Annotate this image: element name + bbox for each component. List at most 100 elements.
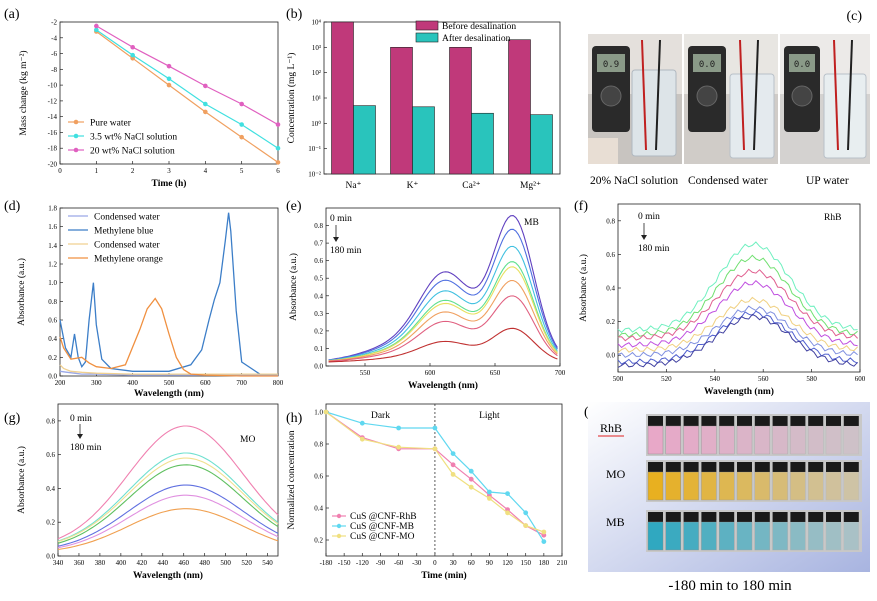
legend-marker	[336, 523, 342, 529]
mo-absorbance-chart: (g) Wavelength (nm) Absorbance (a.u.) 340 36…	[4, 403, 279, 581]
series-line-150-min	[328, 279, 558, 362]
mass-change-chart: (a) Time (h) Mass change (kg m⁻²) 0 1 2 3 4 5 6 -2…	[4, 7, 281, 189]
y-tick-label: 0.4	[606, 285, 615, 293]
vial-cap	[808, 462, 824, 472]
legend-entry: CuS @CNF-RhB	[350, 512, 417, 522]
panel-a: (a) Time (h) Mass change (kg m⁻²) 0 1 2 3 4 5 6 -2…	[0, 0, 290, 200]
data-point	[166, 76, 172, 82]
vial-liquid	[718, 521, 735, 551]
y-tick-label: 1.0	[48, 279, 57, 287]
legend-swatch	[415, 32, 439, 43]
data-point	[486, 496, 492, 501]
vial-liquid	[772, 471, 788, 501]
time-arrow-head	[333, 237, 339, 242]
legend-marker	[73, 147, 79, 153]
x-tick-label: 800	[273, 379, 284, 387]
series-line-0-min	[328, 215, 558, 361]
panel-label: (g)	[4, 411, 21, 426]
series-line-180-min	[328, 327, 558, 363]
x-tick-label: 460	[178, 559, 189, 567]
series-line-120-min	[57, 484, 279, 547]
data-point	[523, 510, 529, 516]
x-tick-label: 60	[468, 559, 476, 567]
y-tick-label: -14	[48, 113, 58, 121]
vial-cap	[754, 462, 770, 472]
series-line-20-wt-nacl-solution	[95, 25, 279, 126]
x-tick-label: 540	[262, 559, 273, 567]
y-tick-label: 0.4	[314, 505, 323, 513]
data-point	[275, 122, 281, 127]
series-line-150-min	[57, 494, 279, 549]
bar-after-desalination	[471, 112, 494, 175]
x-tick-label: 600	[425, 369, 436, 377]
y-tick-label: 0.8	[314, 222, 323, 230]
vial-cap	[665, 512, 681, 522]
x-tick-label: -150	[338, 559, 351, 567]
photo-up-water: 0.0	[780, 34, 870, 164]
x-axis-label: Wavelength (nm)	[133, 570, 203, 581]
vial-liquid	[807, 521, 824, 551]
y-axis-label: Absorbance (a.u.)	[16, 258, 27, 326]
y-tick-label: 10²	[312, 69, 321, 77]
y-tick-label: 1.4	[48, 242, 57, 250]
legend-entry: 3.5 wt% NaCl solution	[90, 133, 177, 143]
series-line-cus-cnf-mb	[325, 411, 545, 542]
data-point	[94, 27, 99, 33]
y-axis-label: Absorbance (a.u.)	[16, 446, 27, 514]
vial-liquid	[718, 471, 735, 501]
vial-liquid	[825, 521, 842, 551]
normalized-concentration-chart: (h) Time (min) Normalized concentration -18…	[286, 403, 568, 581]
x-tick-label: 550	[360, 369, 371, 377]
plot-frame	[617, 203, 861, 373]
annotation-end: 180 min	[330, 246, 362, 256]
y-tick-label: -12	[48, 97, 58, 105]
x-tick-label: 2	[131, 167, 135, 175]
series-line-methylene-orange	[59, 297, 278, 377]
vial-cap	[683, 512, 699, 522]
series-line-180-min	[617, 313, 858, 368]
y-tick-label: 0.4	[314, 292, 323, 300]
y-axis-label: Concentration (mg L⁻¹)	[286, 53, 297, 144]
plot-frame	[325, 403, 563, 557]
vial-liquid	[701, 425, 717, 455]
y-tick-label: 10¹	[312, 95, 321, 103]
y-tick-label: 1.0	[314, 409, 323, 417]
vial-photos: (i) RhB MO MB -180 min to 180 min	[584, 402, 870, 594]
x-tick-label: -120	[356, 559, 369, 567]
vial-liquid	[772, 425, 788, 455]
legend-entry: Condensed water	[94, 213, 161, 223]
series-line-30-min	[57, 452, 279, 542]
data-point	[450, 472, 456, 477]
vial-cap	[701, 416, 717, 426]
vial-cap	[808, 512, 824, 522]
data-point	[450, 462, 456, 468]
legend-marker	[336, 533, 342, 539]
y-tick-label: 0.8	[606, 217, 615, 225]
y-tick-label: -4	[51, 34, 57, 42]
y-tick-label: 0.3	[314, 310, 323, 318]
y-tick-label: 0.5	[314, 275, 323, 283]
x-axis-label: Wavelength (nm)	[704, 386, 774, 397]
y-tick-label: -6	[51, 50, 57, 58]
time-arrow-head	[77, 434, 83, 439]
bar-before-desalination	[508, 39, 531, 175]
chart-title: MO	[240, 435, 255, 445]
data-point	[166, 63, 172, 69]
data-point	[505, 491, 510, 496]
legend-entry: CuS @CNF-MO	[350, 532, 415, 542]
vial-rows	[646, 414, 862, 552]
y-tick-label: -20	[48, 161, 58, 169]
panel-b: (b) Concentration (mg L⁻¹) 10⁻² 10⁻¹ 10⁰ 10¹ 1…	[282, 0, 572, 200]
data-point	[239, 101, 244, 107]
y-tick-label: 0.0	[314, 363, 323, 371]
vial-cap	[648, 462, 663, 472]
x-tick-label: 6	[276, 167, 280, 175]
series-line-150-min	[617, 305, 858, 358]
x-tick-label: 200	[55, 379, 66, 387]
data-point	[166, 82, 172, 88]
vial-cap	[737, 416, 752, 426]
vial-cap	[826, 512, 841, 522]
x-tick-label: 700	[555, 369, 566, 377]
y-tick-label: -18	[48, 145, 58, 153]
rhb-absorbance-chart: (f) Wavelength (nm) Absorbance (a.u.) 500 52…	[574, 199, 866, 397]
